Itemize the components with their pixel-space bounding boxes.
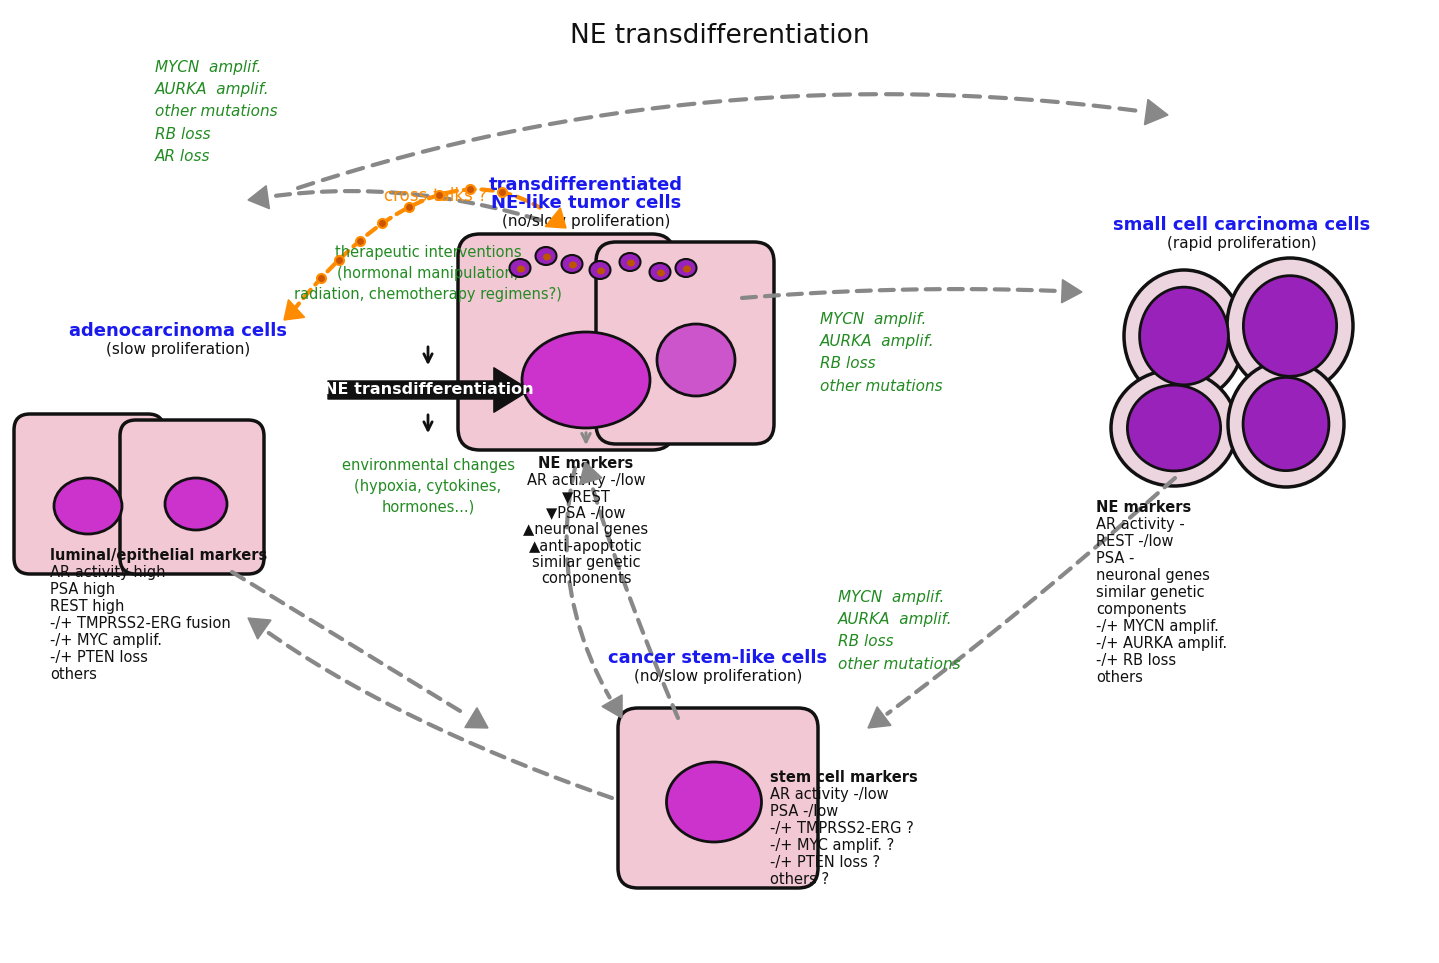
Ellipse shape xyxy=(597,268,604,274)
Text: NE transdifferentiation: NE transdifferentiation xyxy=(570,23,869,49)
Polygon shape xyxy=(1144,99,1168,125)
Text: (slow proliferation): (slow proliferation) xyxy=(106,342,250,357)
Ellipse shape xyxy=(1124,270,1243,402)
Text: REST high: REST high xyxy=(50,599,124,614)
Text: therapeutic interventions
(hormonal manipulation,
radiation, chemotherapy regime: therapeutic interventions (hormonal mani… xyxy=(294,245,563,302)
Text: adenocarcinoma cells: adenocarcinoma cells xyxy=(69,322,286,340)
Text: -/+ TMPRSS2-ERG fusion: -/+ TMPRSS2-ERG fusion xyxy=(50,616,230,631)
FancyBboxPatch shape xyxy=(14,414,164,574)
Text: -/+ RB loss: -/+ RB loss xyxy=(1097,653,1176,668)
Text: components: components xyxy=(1097,602,1187,617)
Ellipse shape xyxy=(684,266,691,273)
Ellipse shape xyxy=(675,259,696,277)
Ellipse shape xyxy=(1243,377,1330,471)
Ellipse shape xyxy=(561,255,583,273)
Text: others ?: others ? xyxy=(770,872,829,887)
Polygon shape xyxy=(545,208,566,228)
Text: ▼REST: ▼REST xyxy=(561,489,610,504)
Text: AR activity -: AR activity - xyxy=(1097,517,1184,532)
Text: luminal/epithelial markers: luminal/epithelial markers xyxy=(50,548,268,563)
Text: -/+ AURKA amplif.: -/+ AURKA amplif. xyxy=(1097,636,1227,651)
Polygon shape xyxy=(248,186,269,209)
Ellipse shape xyxy=(658,270,665,276)
Text: -/+ PTEN loss ?: -/+ PTEN loss ? xyxy=(770,855,881,870)
Text: NE markers: NE markers xyxy=(538,456,633,471)
Polygon shape xyxy=(465,708,488,728)
Text: similar genetic: similar genetic xyxy=(531,555,640,570)
FancyBboxPatch shape xyxy=(596,242,774,444)
Text: small cell carcinoma cells: small cell carcinoma cells xyxy=(1114,216,1370,234)
Text: -/+ MYCN amplif.: -/+ MYCN amplif. xyxy=(1097,619,1219,634)
Ellipse shape xyxy=(1243,275,1337,377)
Text: ▼PSA -/low: ▼PSA -/low xyxy=(547,506,626,520)
Ellipse shape xyxy=(1127,385,1220,471)
Ellipse shape xyxy=(165,478,227,530)
Text: NE transdifferentiation: NE transdifferentiation xyxy=(324,382,534,398)
Text: AR activity -/low: AR activity -/low xyxy=(527,473,645,487)
Text: ▲anti-apoptotic: ▲anti-apoptotic xyxy=(530,538,643,554)
Text: stem cell markers: stem cell markers xyxy=(770,770,918,785)
Text: -/+ MYC amplif. ?: -/+ MYC amplif. ? xyxy=(770,838,894,853)
Text: MYCN  amplif.
AURKA  amplif.
other mutations
RB loss
AR loss: MYCN amplif. AURKA amplif. other mutatio… xyxy=(155,60,278,164)
Text: PSA -: PSA - xyxy=(1097,551,1134,566)
Text: NE markers: NE markers xyxy=(1097,500,1191,515)
FancyBboxPatch shape xyxy=(617,708,817,888)
Ellipse shape xyxy=(509,259,531,277)
Text: others: others xyxy=(1097,670,1143,685)
Text: (no/slow proliferation): (no/slow proliferation) xyxy=(502,214,671,229)
Text: (no/slow proliferation): (no/slow proliferation) xyxy=(633,669,802,684)
Text: -/+ MYC amplif.: -/+ MYC amplif. xyxy=(50,633,163,648)
Text: similar genetic: similar genetic xyxy=(1097,585,1204,600)
Ellipse shape xyxy=(543,253,551,261)
Text: components: components xyxy=(541,571,632,586)
FancyBboxPatch shape xyxy=(119,420,263,574)
Text: AR activity -/low: AR activity -/low xyxy=(770,787,889,802)
Text: NE-like tumor cells: NE-like tumor cells xyxy=(491,194,681,212)
Text: cross-talks ?: cross-talks ? xyxy=(384,187,488,205)
Text: PSA -/low: PSA -/low xyxy=(770,804,839,819)
Ellipse shape xyxy=(620,253,640,271)
Ellipse shape xyxy=(1140,287,1229,385)
Text: others: others xyxy=(50,667,96,682)
Text: cancer stem-like cells: cancer stem-like cells xyxy=(609,649,827,667)
Ellipse shape xyxy=(627,259,635,267)
Polygon shape xyxy=(868,707,891,728)
Ellipse shape xyxy=(1227,361,1344,487)
Text: -/+ TMPRSS2-ERG ?: -/+ TMPRSS2-ERG ? xyxy=(770,821,914,836)
Text: PSA high: PSA high xyxy=(50,582,115,597)
Ellipse shape xyxy=(568,262,577,269)
Ellipse shape xyxy=(1227,258,1353,394)
Polygon shape xyxy=(283,299,305,320)
Text: environmental changes
(hypoxia, cytokines,
hormones...): environmental changes (hypoxia, cytokine… xyxy=(341,458,515,515)
Ellipse shape xyxy=(535,247,557,265)
Ellipse shape xyxy=(590,261,610,279)
Polygon shape xyxy=(580,462,602,484)
Text: MYCN  amplif.
AURKA  amplif.
RB loss
other mutations: MYCN amplif. AURKA amplif. RB loss other… xyxy=(837,590,961,671)
Text: AR activity high: AR activity high xyxy=(50,565,165,580)
Polygon shape xyxy=(1062,279,1082,302)
Polygon shape xyxy=(248,618,271,639)
Polygon shape xyxy=(602,695,622,718)
Ellipse shape xyxy=(517,266,525,273)
FancyBboxPatch shape xyxy=(458,234,673,450)
Ellipse shape xyxy=(522,332,650,428)
Ellipse shape xyxy=(55,478,122,534)
Ellipse shape xyxy=(658,324,735,396)
Ellipse shape xyxy=(1111,370,1238,486)
Ellipse shape xyxy=(666,762,761,842)
Text: ▲neuronal genes: ▲neuronal genes xyxy=(524,522,649,537)
Text: neuronal genes: neuronal genes xyxy=(1097,568,1210,583)
Ellipse shape xyxy=(649,263,671,281)
Text: -/+ PTEN loss: -/+ PTEN loss xyxy=(50,650,148,665)
Text: transdifferentiated: transdifferentiated xyxy=(489,176,684,194)
Text: MYCN  amplif.
AURKA  amplif.
RB loss
other mutations: MYCN amplif. AURKA amplif. RB loss other… xyxy=(820,312,943,394)
Text: (rapid proliferation): (rapid proliferation) xyxy=(1167,236,1317,251)
Text: REST -/low: REST -/low xyxy=(1097,534,1173,549)
